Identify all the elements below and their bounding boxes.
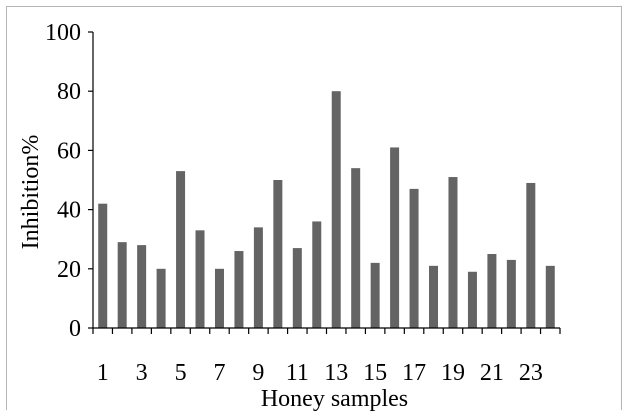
bar-sample-14 (351, 168, 361, 328)
x-tick-label: 13 (324, 360, 348, 386)
x-tick-label: 23 (519, 360, 543, 386)
bar-sample-18 (429, 265, 439, 328)
bar-sample-16 (390, 147, 400, 328)
bar-sample-7 (214, 268, 224, 328)
bar-sample-23 (526, 182, 536, 328)
bar-sample-2 (117, 242, 127, 328)
x-tick-label: 11 (286, 360, 309, 386)
bar-sample-4 (156, 268, 166, 328)
bar-sample-21 (487, 254, 497, 328)
y-tick-label: 60 (57, 138, 81, 164)
y-tick-label: 100 (45, 20, 81, 46)
bar-sample-19 (448, 177, 458, 328)
bar-sample-11 (292, 248, 302, 328)
y-tick-label: 20 (57, 257, 81, 283)
x-tick-label: 15 (363, 360, 387, 386)
bar-sample-12 (312, 221, 322, 328)
x-tick-label: 7 (213, 360, 225, 386)
y-axis-ticks: 0 20 40 60 80 100 (45, 20, 93, 342)
x-tick-label: 21 (480, 360, 504, 386)
bar-sample-8 (234, 251, 244, 328)
bar-sample-22 (506, 259, 516, 328)
bar-sample-3 (137, 245, 147, 328)
chart-frame (6, 6, 622, 410)
x-tick-label: 1 (97, 360, 109, 386)
bar-sample-9 (253, 227, 263, 328)
bar-sample-10 (273, 180, 283, 328)
bar-sample-1 (98, 203, 108, 328)
bar-sample-15 (370, 262, 380, 328)
x-tick-label: 5 (175, 360, 187, 386)
bar-sample-17 (409, 188, 419, 328)
x-tick-label: 9 (252, 360, 264, 386)
x-axis-title: Honey samples (261, 386, 408, 412)
x-axis-ticks: 1 3 5 7 9 11 13 15 17 19 21 23 (92, 328, 561, 386)
y-tick-label: 40 (57, 198, 81, 224)
x-tick-label: 19 (441, 360, 465, 386)
bar-sample-24 (545, 265, 555, 328)
x-tick-label: 3 (136, 360, 148, 386)
y-tick-label: 80 (57, 79, 81, 105)
bar-sample-20 (467, 271, 477, 328)
bar-sample-5 (176, 171, 186, 328)
bar-sample-6 (195, 230, 205, 328)
bar-sample-13 (331, 91, 341, 328)
x-tick-label: 17 (402, 360, 426, 386)
y-axis-title: Inhibition% (18, 135, 44, 250)
bars (98, 91, 555, 328)
y-tick-label: 0 (69, 316, 81, 342)
